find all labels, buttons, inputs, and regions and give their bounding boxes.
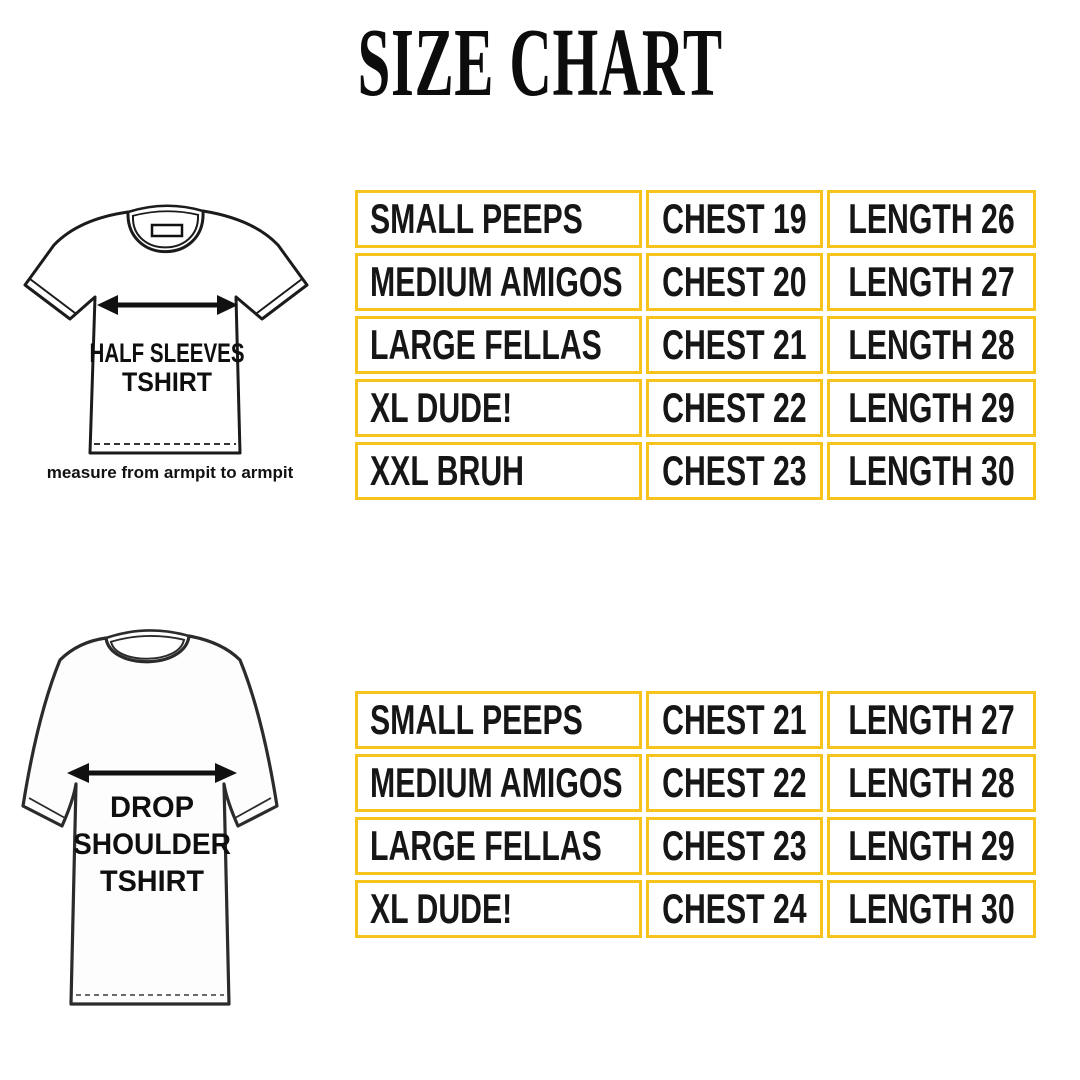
table-row-chest-cell: CHEST 21 xyxy=(646,691,823,749)
length-value: LENGTH 26 xyxy=(848,195,1015,242)
chest-value: CHEST 24 xyxy=(662,885,807,932)
size-label: LARGE FELLAS xyxy=(370,321,602,368)
table-row-length-cell: LENGTH 27 xyxy=(827,253,1036,311)
chest-value: CHEST 22 xyxy=(662,759,807,806)
table-row-chest-cell: CHEST 21 xyxy=(646,316,823,374)
measure-caption: measure from armpit to armpit xyxy=(46,463,294,482)
tshirt-outline xyxy=(21,634,279,1006)
length-value: LENGTH 30 xyxy=(848,447,1015,494)
collar-back-inner xyxy=(131,210,200,217)
chest-value: CHEST 23 xyxy=(662,822,807,869)
table-row-size-cell: XXL BRUH xyxy=(355,442,642,500)
size-label: SMALL PEEPS xyxy=(370,696,583,743)
length-value: LENGTH 27 xyxy=(848,696,1015,743)
chest-value: CHEST 21 xyxy=(662,696,807,743)
length-value: LENGTH 29 xyxy=(848,822,1015,869)
size-label: XXL BRUH xyxy=(370,447,525,494)
right-cuff-line xyxy=(234,797,272,819)
table-row-length-cell: LENGTH 29 xyxy=(827,379,1036,437)
size-label: SMALL PEEPS xyxy=(370,195,583,242)
table-row-chest-cell: CHEST 22 xyxy=(646,754,823,812)
table-row-length-cell: LENGTH 26 xyxy=(827,190,1036,248)
length-value: LENGTH 27 xyxy=(848,258,1015,305)
table-row-length-cell: LENGTH 27 xyxy=(827,691,1036,749)
drop-shoulder-label-line2: SHOULDER xyxy=(73,828,231,861)
length-value: LENGTH 28 xyxy=(848,759,1015,806)
chest-measure-arrow-icon xyxy=(67,763,237,783)
table-row-size-cell: XL DUDE! xyxy=(355,880,642,938)
drop-shoulder-label-line1: DROP xyxy=(110,791,194,824)
table-row-chest-cell: CHEST 23 xyxy=(646,817,823,875)
table-row-chest-cell: CHEST 24 xyxy=(646,880,823,938)
collar-back-outer xyxy=(105,629,190,640)
chest-value: CHEST 22 xyxy=(662,384,807,431)
table-row-chest-cell: CHEST 23 xyxy=(646,442,823,500)
table-row-size-cell: LARGE FELLAS xyxy=(355,817,642,875)
length-value: LENGTH 29 xyxy=(848,384,1015,431)
table-row-size-cell: LARGE FELLAS xyxy=(355,316,642,374)
length-value: LENGTH 28 xyxy=(848,321,1015,368)
table-row-length-cell: LENGTH 30 xyxy=(827,880,1036,938)
page-title: SIZE CHART xyxy=(357,9,723,117)
neck-label-tag xyxy=(150,223,184,238)
drop-shoulder-tshirt-diagram: DROP SHOULDER TSHIRT xyxy=(14,612,304,1012)
table-row-chest-cell: CHEST 20 xyxy=(646,253,823,311)
chest-value: CHEST 20 xyxy=(662,258,807,305)
table-row-chest-cell: CHEST 19 xyxy=(646,190,823,248)
size-label: XL DUDE! xyxy=(370,885,513,932)
table-row-size-cell: SMALL PEEPS xyxy=(355,190,642,248)
table-row-length-cell: LENGTH 28 xyxy=(827,316,1036,374)
chest-value: CHEST 23 xyxy=(662,447,807,494)
table-row-length-cell: LENGTH 30 xyxy=(827,442,1036,500)
table-row-size-cell: SMALL PEEPS xyxy=(355,691,642,749)
table-row-length-cell: LENGTH 28 xyxy=(827,754,1036,812)
half-sleeves-label-line2: TSHIRT xyxy=(122,367,212,397)
table-row-size-cell: MEDIUM AMIGOS xyxy=(355,754,642,812)
chest-value: CHEST 19 xyxy=(662,195,807,242)
half-sleeves-label-line1: HALF SLEEVES xyxy=(90,338,245,368)
collar-rib-line xyxy=(131,214,200,249)
table-row-size-cell: XL DUDE! xyxy=(355,379,642,437)
collar-rib-line xyxy=(110,638,185,660)
left-cuff-line xyxy=(29,278,76,314)
chest-measure-arrow-icon xyxy=(97,295,238,315)
left-cuff-line xyxy=(28,797,66,819)
size-label: MEDIUM AMIGOS xyxy=(370,759,623,806)
half-sleeves-size-table: SMALL PEEPS CHEST 19 LENGTH 26 MEDIUM AM… xyxy=(355,190,1036,500)
table-row-size-cell: MEDIUM AMIGOS xyxy=(355,253,642,311)
page-title-wrap: SIZE CHART xyxy=(0,14,1080,112)
size-label: LARGE FELLAS xyxy=(370,822,602,869)
tshirt-outline xyxy=(23,209,309,455)
half-sleeves-tshirt-diagram: HALF SLEEVES TSHIRT xyxy=(10,195,330,460)
table-row-chest-cell: CHEST 22 xyxy=(646,379,823,437)
size-label: XL DUDE! xyxy=(370,384,513,431)
collar-back-inner xyxy=(109,635,186,643)
half-sleeves-tshirt-drawing: HALF SLEEVES TSHIRT xyxy=(23,204,309,455)
length-value: LENGTH 30 xyxy=(848,885,1015,932)
drop-shoulder-size-table: SMALL PEEPS CHEST 21 LENGTH 27 MEDIUM AM… xyxy=(355,691,1036,938)
drop-shoulder-tshirt-drawing: DROP SHOULDER TSHIRT xyxy=(21,629,279,1006)
right-cuff-line xyxy=(256,278,303,314)
drop-shoulder-label-line3: TSHIRT xyxy=(100,865,204,898)
collar-back-outer xyxy=(127,204,204,214)
chest-value: CHEST 21 xyxy=(662,321,807,368)
size-label: MEDIUM AMIGOS xyxy=(370,258,623,305)
table-row-length-cell: LENGTH 29 xyxy=(827,817,1036,875)
